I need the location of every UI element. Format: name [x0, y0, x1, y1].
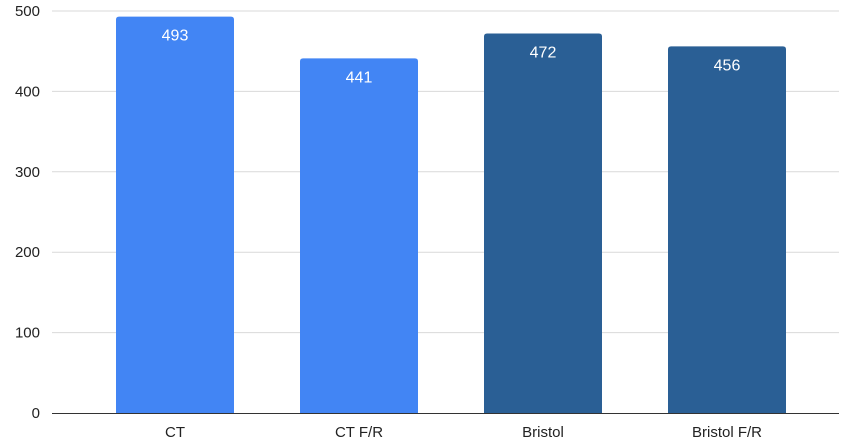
y-tick-label: 0	[32, 405, 40, 422]
y-tick-label: 400	[15, 83, 40, 100]
y-tick-label: 500	[15, 3, 40, 20]
data-labels: 493 441 472 456	[162, 28, 741, 87]
bar-bristol-f-r	[668, 46, 786, 413]
bar-bristol	[484, 33, 602, 414]
y-tick-label: 200	[15, 244, 40, 261]
x-category-label: Bristol	[522, 424, 564, 441]
bars	[116, 16, 786, 414]
x-category-label: CT F/R	[335, 424, 383, 441]
data-label: 472	[530, 45, 557, 62]
bar-ct-f-r	[300, 58, 418, 413]
data-label: 493	[162, 28, 189, 45]
bar-ct	[116, 16, 234, 414]
y-axis-ticks: 0 100 200 300 400 500	[15, 3, 40, 422]
y-tick-label: 100	[15, 325, 40, 342]
data-label: 441	[346, 69, 373, 86]
x-category-label: Bristol F/R	[692, 424, 762, 441]
x-category-label: CT	[165, 424, 185, 441]
data-label: 456	[714, 57, 741, 74]
x-axis-categories: CT CT F/R Bristol Bristol F/R	[165, 424, 762, 441]
y-tick-label: 300	[15, 164, 40, 181]
